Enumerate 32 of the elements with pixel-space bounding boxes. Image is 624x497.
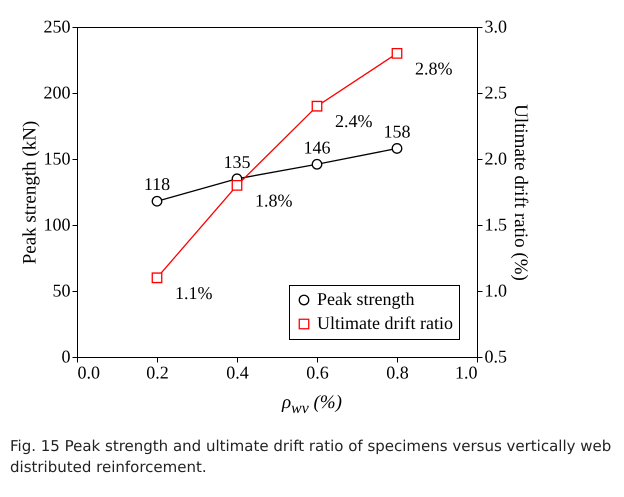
x-axis-title: ρ$_{wv}$ (%) <box>280 392 343 418</box>
x-tick-label: 0.8 <box>386 362 409 382</box>
x-tick-label: 0.4 <box>226 362 249 382</box>
data-label: 2.4% <box>335 111 372 132</box>
y2-tick-label: 2.5 <box>484 82 507 102</box>
y-tick-label: 250 <box>44 16 70 36</box>
y-tick-label: 0 <box>62 346 70 366</box>
y-tick-label: 50 <box>52 280 70 300</box>
data-label: 135 <box>224 152 250 172</box>
data-label: 1.8% <box>255 190 292 210</box>
y2-tick-label: 1.5 <box>484 214 507 234</box>
data-label: 118 <box>144 174 170 194</box>
data-label: 158 <box>384 121 410 142</box>
y2-tick-label: 3.0 <box>484 16 507 36</box>
y-tick-label: 100 <box>44 214 70 234</box>
y2-tick-label: 0.5 <box>484 346 507 366</box>
y-tick-label: 150 <box>44 148 70 168</box>
x-tick-label: 0.2 <box>146 362 169 382</box>
caption: Fig. 15 Peak strength and ultimate drift ratio of specimens versus vertically web distributed reinforcement. <box>10 436 612 478</box>
y-tick-label: 200 <box>44 82 70 102</box>
y2-tick-label: 2.0 <box>484 148 507 168</box>
y2-tick-label: 1.0 <box>484 280 507 300</box>
data-label: 1.1% <box>175 282 212 303</box>
y2-axis-title: Ultimate drift ratio (%) <box>510 104 531 281</box>
legend-label: Ultimate drift ratio <box>317 313 453 333</box>
legend-label: Peak strength <box>317 289 414 309</box>
x-tick-label: 1.0 <box>455 362 478 382</box>
x-tick-label: 0.6 <box>306 362 329 382</box>
data-label: 146 <box>304 137 330 158</box>
data-label: 2.8% <box>415 58 452 78</box>
y-axis-title: Peak strength (kN) <box>20 120 40 264</box>
x-tick-label: 0.0 <box>78 362 100 382</box>
